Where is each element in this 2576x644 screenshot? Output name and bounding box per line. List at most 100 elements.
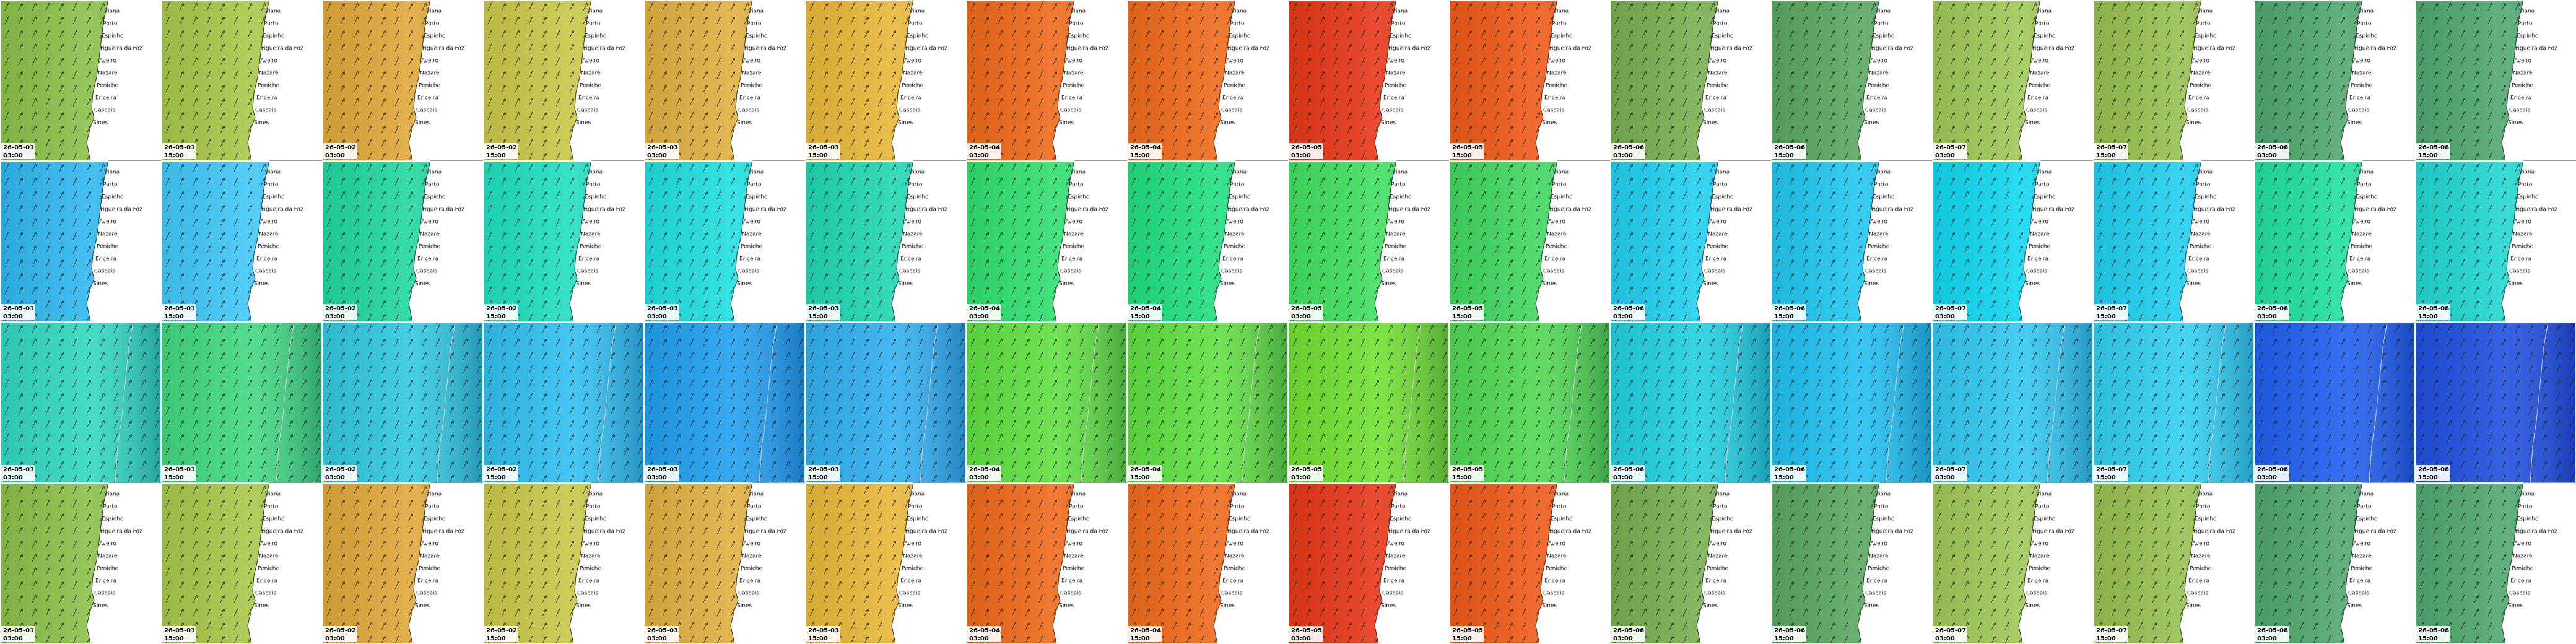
place-label: Sines: [1542, 281, 1557, 287]
place-label: Porto: [1713, 21, 1728, 27]
place-label: Figueira da Foz: [583, 529, 625, 535]
place-label: Ericeira: [900, 256, 921, 263]
place-label: Ericeira: [2349, 578, 2370, 585]
place-label: Porto: [425, 182, 440, 188]
tile-border: [2093, 322, 2254, 483]
stamp-time: 03:00: [1613, 635, 1633, 642]
stamp-bg: [1128, 465, 1162, 481]
place-label: Figueira da Foz: [1388, 46, 1430, 52]
place-label: Cascais: [1060, 591, 1081, 597]
stamp-bg: [2255, 465, 2289, 481]
place-label: Nazaré: [1708, 70, 1728, 77]
place-label: Nazaré: [742, 70, 762, 77]
place-label: Figueira da Foz: [744, 46, 786, 52]
place-label: Viana: [1231, 170, 1247, 176]
place-label: Figueira da Foz: [1710, 46, 1752, 52]
stamp-time: 15:00: [1774, 152, 1794, 159]
place-label: Cascais: [899, 591, 920, 597]
place-label: Sines: [2347, 120, 2362, 126]
place-label: Espinho: [2356, 516, 2378, 523]
stamp-date: 26-05-07: [1935, 466, 1966, 473]
stamp-bg: [1772, 465, 1806, 481]
place-label: Nazaré: [1064, 231, 1084, 238]
stamp-bg: [1933, 626, 1967, 642]
place-label: Aveiro: [99, 541, 116, 547]
place-label: Sines: [2347, 281, 2362, 287]
stamp-time: 03:00: [3, 152, 23, 159]
stamp-bg: [2094, 626, 2128, 642]
tile-border: [1771, 0, 1932, 161]
tile-border: [483, 322, 644, 483]
place-label: Viana: [265, 9, 281, 15]
stamp-date: 26-05-06: [1774, 144, 1805, 151]
stamp-date: 26-05-04: [1130, 627, 1161, 634]
stamp-bg: [1933, 143, 1967, 159]
coastline: [1081, 321, 1100, 484]
place-label: Aveiro: [2031, 219, 2048, 225]
place-label: Nazaré: [1386, 231, 1406, 238]
place-label: Sines: [1220, 603, 1235, 609]
wind-arrows: [1932, 322, 2093, 483]
stamp-time: 03:00: [2257, 152, 2277, 159]
place-label: Porto: [1391, 504, 1406, 510]
place-label: Cascais: [2348, 269, 2369, 275]
place-label: Aveiro: [2031, 58, 2048, 64]
place-label: Viana: [587, 170, 603, 176]
stamp-date: 26-05-06: [1774, 627, 1805, 634]
place-label: Viana: [1553, 170, 1569, 176]
stamp-time: 15:00: [808, 635, 828, 642]
stamp-date: 26-05-08: [2418, 466, 2449, 473]
place-label: Aveiro: [904, 58, 921, 64]
stamp-time: 03:00: [647, 152, 667, 159]
place-label: Nazaré: [2191, 70, 2211, 77]
place-label: Porto: [103, 21, 118, 27]
place-label: Espinho: [746, 33, 768, 40]
tile-border: [2254, 161, 2415, 322]
place-label: Nazaré: [1225, 553, 1245, 560]
place-label: Ericeira: [1061, 95, 1082, 102]
stamp-date: 26-05-01: [3, 144, 34, 151]
place-label: Peniche: [1063, 83, 1085, 89]
stamp-bg: [1450, 465, 1484, 481]
place-label: Figueira da Foz: [1388, 207, 1430, 213]
place-label: Peniche: [1063, 244, 1085, 250]
place-label: Nazaré: [1547, 70, 1567, 77]
tile-border: [322, 161, 483, 322]
place-label: Espinho: [263, 516, 285, 523]
tile-border: [1127, 0, 1288, 161]
place-label: Cascais: [1543, 591, 1564, 597]
place-label: Espinho: [2195, 516, 2217, 523]
wind-arrows: [161, 322, 322, 483]
place-label: Cascais: [1704, 108, 1725, 114]
place-label: Figueira da Foz: [261, 46, 303, 52]
land: [1213, 482, 1289, 644]
place-label: Nazaré: [742, 553, 762, 560]
place-label: Sines: [898, 281, 913, 287]
stamp-bg: [645, 626, 679, 642]
stamp-date: 26-05-02: [486, 627, 517, 634]
place-label: Viana: [909, 492, 925, 498]
place-label: Ericeira: [1544, 256, 1565, 263]
place-label: Porto: [2196, 182, 2211, 188]
place-label: Cascais: [1865, 269, 1886, 275]
stamp-time: 15:00: [2418, 474, 2438, 481]
place-label: Cascais: [94, 269, 115, 275]
place-label: Porto: [908, 182, 923, 188]
place-label: Figueira da Foz: [1066, 529, 1108, 535]
place-label: Espinho: [1873, 33, 1895, 40]
place-label: Ericeira: [1866, 256, 1887, 263]
place-label: Aveiro: [99, 219, 116, 225]
place-label: Viana: [1231, 9, 1247, 15]
place-label: Figueira da Foz: [744, 529, 786, 535]
place-label: Sines: [2186, 603, 2201, 609]
place-label: Sines: [1703, 120, 1718, 126]
stamp-date: 26-05-01: [164, 305, 195, 312]
place-label: Ericeira: [739, 95, 760, 102]
place-label: Nazaré: [1386, 70, 1406, 77]
place-label: Aveiro: [1387, 541, 1404, 547]
stamp-date: 26-05-05: [1291, 305, 1322, 312]
